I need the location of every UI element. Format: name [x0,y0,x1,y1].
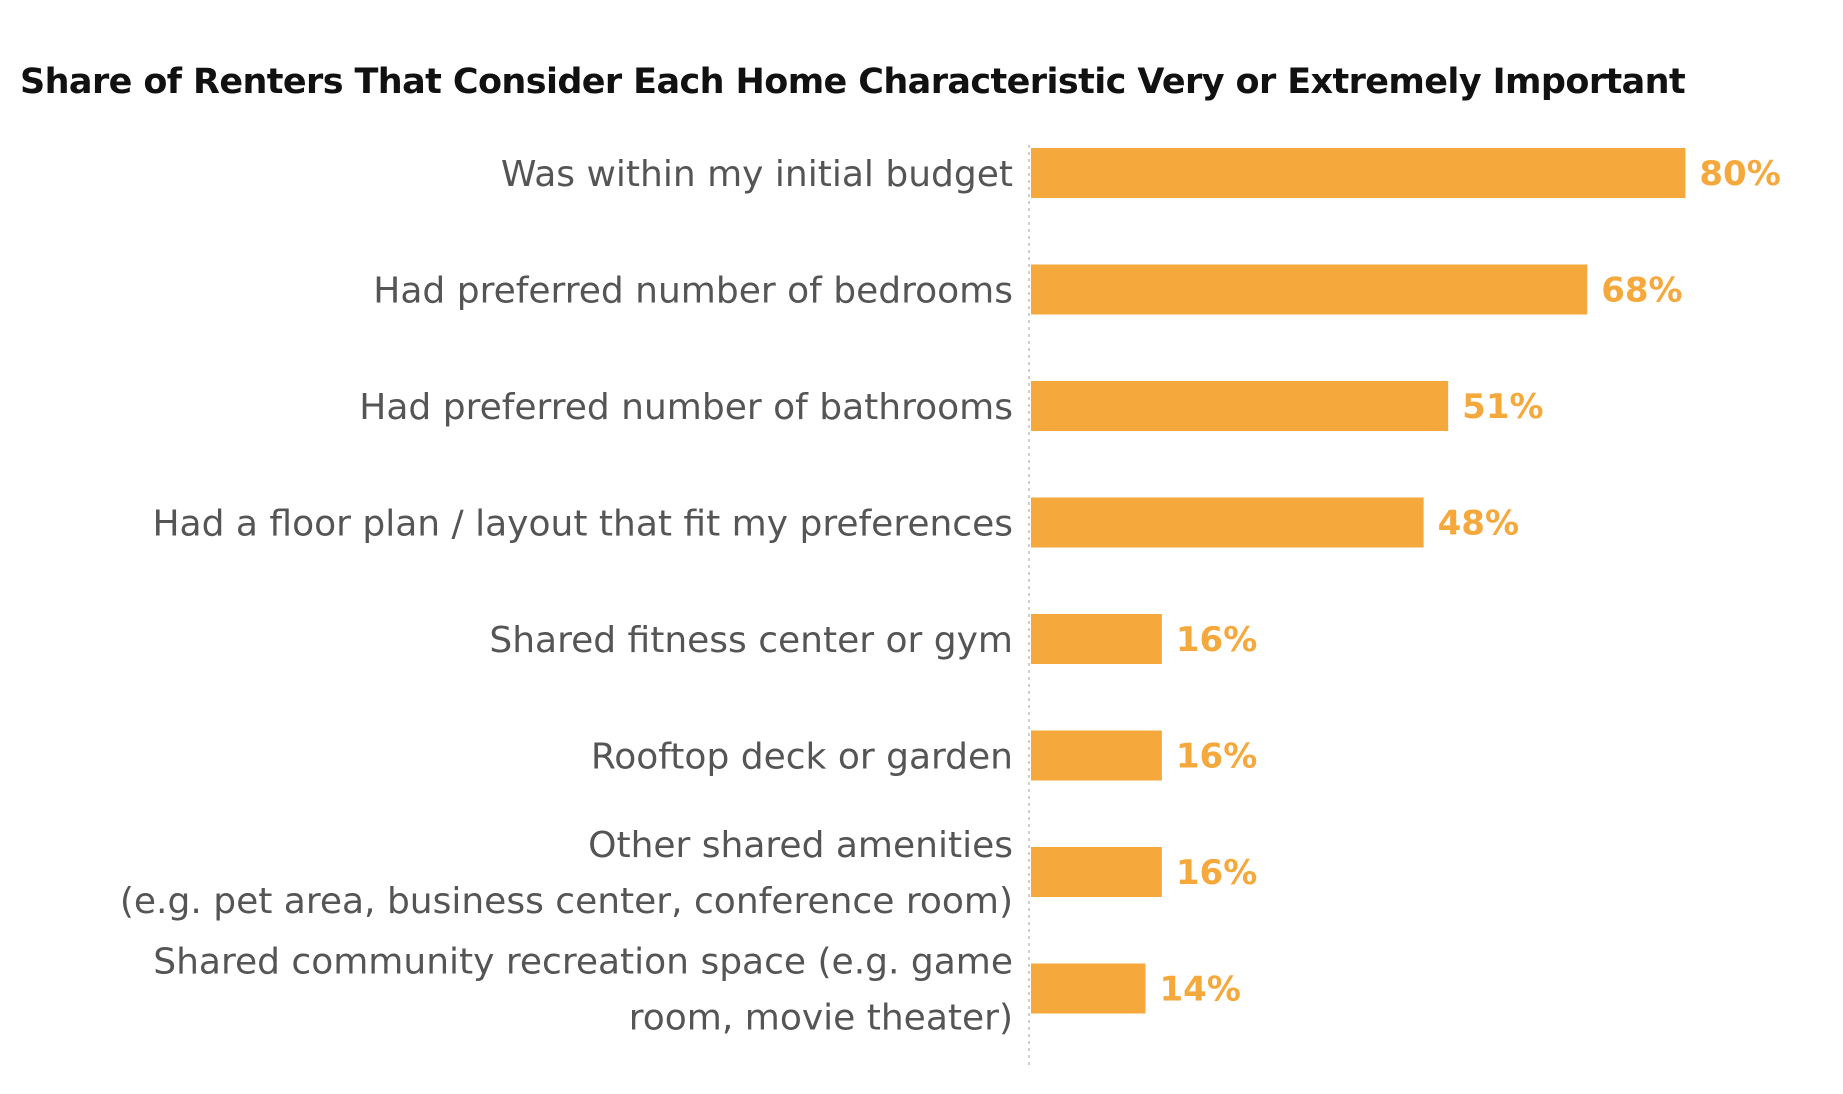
value-label-6: 16% [1176,737,1257,777]
bar-7 [1031,847,1162,897]
value-label-3: 51% [1462,387,1543,427]
category-label-8-line-2: room, movie theater) [629,998,1013,1039]
category-label-7-line-1: Other shared amenities [588,825,1013,866]
bar-1 [1031,148,1686,198]
bar-8 [1031,963,1146,1014]
value-label-8: 14% [1160,970,1241,1010]
bar-3 [1031,381,1449,431]
bar-5 [1031,614,1162,664]
value-label-4: 48% [1438,504,1519,544]
category-label-7-line-2: (e.g. pet area, business center, confere… [120,881,1013,922]
chart-title: Share of Renters That Consider Each Home… [20,62,1686,102]
category-label-4: Had a floor plan / layout that fit my pr… [152,504,1013,545]
bar-6 [1031,730,1162,781]
category-labels: Was within my initial budget Had preferre… [120,154,1013,1039]
bars-layer [1031,148,1686,1014]
category-label-1: Was within my initial budget [501,154,1013,195]
category-label-5: Shared fitness center or gym [489,620,1013,661]
value-label-2: 68% [1601,271,1682,311]
value-label-5: 16% [1176,620,1257,660]
category-label-8-line-1: Shared community recreation space (e.g. … [153,942,1013,983]
value-label-7: 16% [1176,853,1257,893]
category-label-2: Had preferred number of bedrooms [373,271,1013,312]
bar-4 [1031,497,1424,548]
value-labels: 80% 68% 51% 48% 16% 16% 16% 14% [1160,154,1781,1010]
bar-2 [1031,264,1588,315]
category-label-3: Had preferred number of bathrooms [359,387,1013,428]
value-label-1: 80% [1699,154,1780,194]
category-label-6: Rooftop deck or garden [591,737,1013,778]
